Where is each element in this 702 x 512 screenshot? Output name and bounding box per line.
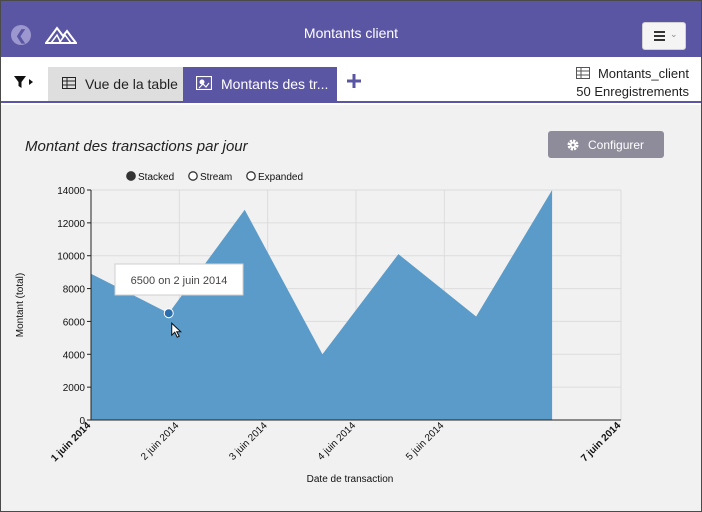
x-tick-label: 5 juin 2014 — [404, 420, 447, 463]
mountain-logo-icon — [45, 26, 77, 44]
chart-icon — [196, 76, 212, 90]
x-tick-label: 4 juin 2014 — [316, 420, 359, 463]
mouse-cursor-icon — [171, 322, 182, 338]
chart-panel: Montant des transactions par jour Config… — [1, 105, 701, 511]
y-tick-label: 6000 — [63, 317, 86, 328]
mode-radio[interactable] — [246, 171, 256, 181]
tab-label: Montants des tr... — [221, 76, 329, 92]
x-tick-label: 2 juin 2014 — [139, 420, 182, 463]
mode-label[interactable]: Expanded — [258, 172, 303, 183]
back-arrow-icon[interactable]: ❮ — [11, 25, 31, 45]
filter-icon[interactable] — [13, 74, 35, 90]
plus-icon[interactable] — [347, 74, 361, 88]
mode-radio[interactable] — [126, 171, 136, 181]
y-tick-label: 2000 — [63, 383, 86, 394]
area-chart: Stacked Stream Expanded 0 2000 4000 6000 8000 10… — [15, 171, 623, 485]
tooltip-box — [114, 263, 244, 296]
chart-title: Montant des transactions par jour — [25, 138, 248, 155]
mode-label[interactable]: Stacked — [138, 172, 174, 183]
tab-label: Vue de la table — [85, 76, 178, 92]
y-tick-label: 8000 — [63, 285, 86, 296]
table-icon — [62, 77, 76, 89]
y-tick-label: 12000 — [57, 219, 85, 230]
x-tick-label: 1 juin 2014 — [49, 420, 93, 464]
y-axis-label: Montant (total) — [15, 273, 26, 337]
dataset-name: Montants_client — [597, 66, 689, 81]
y-tick-label: 4000 — [63, 350, 86, 361]
page-title: Montants client — [303, 25, 399, 41]
mode-label[interactable]: Stream — [200, 172, 232, 183]
table-icon — [575, 67, 590, 79]
x-axis-label: Date de transaction — [307, 474, 394, 485]
main-menu-button[interactable]: ⌄ — [642, 22, 686, 50]
tooltip-text: 6500 on 2 juin 2014 — [131, 275, 228, 287]
y-tick-label: 14000 — [57, 186, 85, 197]
hamburger-menu-icon — [654, 31, 665, 42]
top-bar: ❮ Montants client ⌄ — [1, 1, 701, 57]
y-tick-label: 0 — [79, 416, 85, 427]
y-tick-label: 10000 — [57, 252, 85, 263]
data-point-highlight[interactable] — [163, 308, 174, 319]
dataset-info: Montants_client 50 Enregistrements — [575, 65, 689, 101]
series-area — [91, 190, 553, 420]
tab-chart-view[interactable]: Montants des tr... — [183, 67, 337, 101]
tab-table-view[interactable]: Vue de la table — [48, 67, 183, 101]
x-tick-label: 7 juin 2014 — [579, 420, 623, 464]
gear-icon — [567, 139, 579, 151]
record-count: 50 Enregistrements — [576, 84, 689, 99]
configure-button[interactable]: Configurer — [548, 131, 664, 158]
tab-bar: Vue de la table Montants des tr... Mon — [1, 57, 701, 103]
mode-radio[interactable] — [188, 171, 198, 181]
chevron-down-icon: ⌄ — [670, 29, 678, 39]
x-tick-label: 3 juin 2014 — [227, 420, 270, 463]
configure-label: Configurer — [588, 138, 645, 152]
